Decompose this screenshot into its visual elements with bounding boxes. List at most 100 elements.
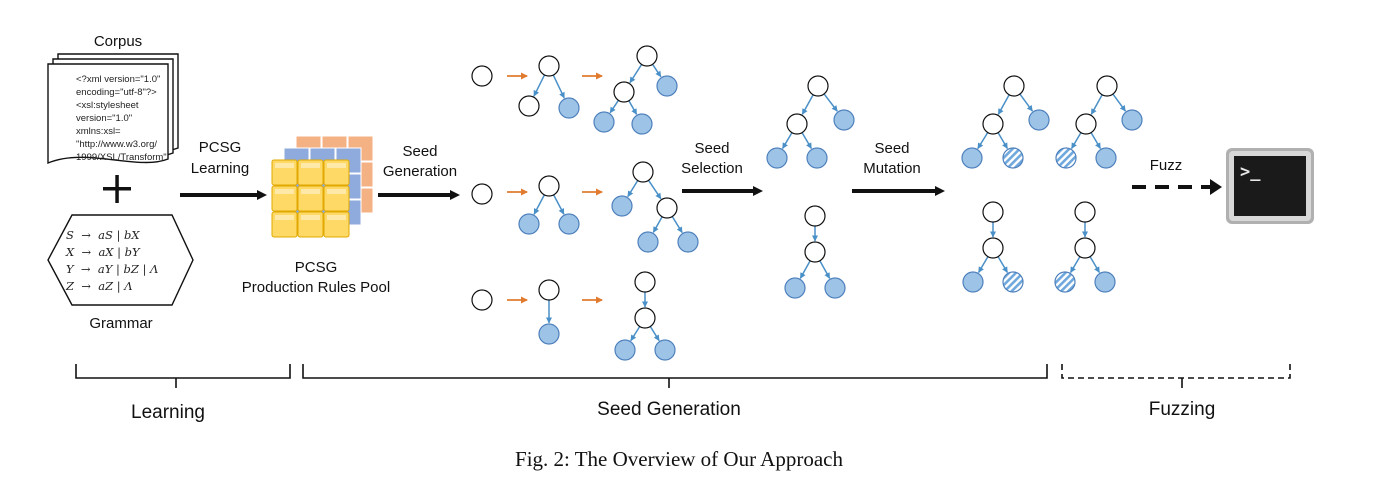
grammar-rule: Y → aY | bZ | Λ — [66, 262, 158, 277]
corpus-line: encoding="utf-8"?> — [76, 87, 157, 98]
corpus-line: "http://www.w3.org/ — [76, 139, 157, 150]
nonterminal-node — [787, 114, 807, 134]
tree-edge — [629, 101, 637, 115]
terminal-node — [657, 76, 677, 96]
grammar-rule: X → aX | bY — [65, 245, 141, 260]
nonterminal-node — [1004, 76, 1024, 96]
terminal-node — [678, 232, 698, 252]
pcsg-learning-label: Learning — [191, 160, 249, 177]
mutated-node — [1003, 148, 1023, 168]
terminal-node — [963, 272, 983, 292]
tree-edge — [824, 94, 837, 111]
nonterminal-node — [983, 202, 1003, 222]
nonterminal-node — [539, 176, 559, 196]
seed-selection-label: Seed — [694, 140, 729, 157]
terminal-node — [612, 196, 632, 216]
terminal-prompt: >_ — [1240, 162, 1261, 182]
tree-edge — [628, 181, 638, 197]
grammar-rule: Z → aZ | Λ — [65, 279, 133, 294]
terminal-node — [594, 112, 614, 132]
rules-pool-cube — [272, 136, 373, 237]
nonterminal-node — [472, 184, 492, 204]
nonterminal-node — [633, 162, 653, 182]
tree-edge — [653, 64, 661, 77]
plus-icon — [103, 175, 131, 203]
grammar-rule: S → aS | bX — [66, 228, 140, 243]
mutated-node — [1055, 272, 1075, 292]
tree-edge — [978, 133, 988, 149]
tree-edge — [630, 64, 642, 82]
tree-edge — [998, 133, 1007, 149]
tree-edge — [649, 180, 661, 199]
seed-mutation-label: Seed — [874, 140, 909, 157]
nonterminal-node — [472, 290, 492, 310]
tree-edge — [1090, 257, 1099, 273]
mutated-node — [1003, 272, 1023, 292]
tree-edge — [631, 326, 640, 340]
corpus-label: Corpus — [94, 33, 142, 50]
terminal-node — [615, 340, 635, 360]
cube-highlight — [275, 215, 294, 220]
nonterminal-node — [1097, 76, 1117, 96]
nonterminal-node — [808, 76, 828, 96]
nonterminal-node — [1075, 202, 1095, 222]
tree-edge — [1071, 257, 1080, 273]
terminal-node — [632, 114, 652, 134]
tree-edge — [1091, 95, 1102, 115]
learning-bracket — [76, 364, 290, 378]
cube-highlight — [301, 215, 320, 220]
seed-trees — [472, 46, 1142, 360]
terminal-node — [785, 278, 805, 298]
tree-edge — [802, 95, 813, 115]
terminal-node — [638, 232, 658, 252]
terminal-node — [539, 324, 559, 344]
tree-edge — [653, 217, 662, 233]
tree-edge — [1020, 94, 1033, 111]
terminal-node — [825, 278, 845, 298]
cube-highlight — [327, 189, 346, 194]
cube-highlight — [275, 189, 294, 194]
phase-seed-generation-label: Seed Generation — [597, 399, 741, 420]
tree-edge — [534, 75, 545, 96]
nonterminal-node — [983, 114, 1003, 134]
terminal-icon: >_ — [1226, 148, 1314, 224]
cube-highlight — [275, 163, 294, 168]
corpus-line: <?xml version="1.0" — [76, 74, 160, 85]
terminal-node — [1122, 110, 1142, 130]
tree-edge — [1091, 133, 1100, 149]
nonterminal-node — [614, 82, 634, 102]
terminal-node — [1096, 148, 1116, 168]
tree-edge — [998, 257, 1007, 273]
tree-edge — [783, 133, 792, 149]
mutated-node — [1056, 148, 1076, 168]
nonterminal-node — [472, 66, 492, 86]
rules-pool-label: PCSG — [295, 259, 338, 276]
nonterminal-node — [805, 242, 825, 262]
seed-generation-bracket — [303, 364, 1047, 378]
nonterminal-node — [539, 280, 559, 300]
tree-edge — [1113, 94, 1126, 111]
corpus-line: xmlns:xsl= — [76, 126, 121, 137]
cube-highlight — [301, 189, 320, 194]
tree-edge — [820, 261, 830, 279]
terminal-node — [559, 214, 579, 234]
seed-mutation-label: Mutation — [863, 160, 921, 177]
terminal-node — [655, 340, 675, 360]
terminal-node — [834, 110, 854, 130]
terminal-node — [519, 214, 539, 234]
nonterminal-node — [519, 96, 539, 116]
tree-edge — [802, 133, 811, 149]
figure-caption: Fig. 2: The Overview of Our Approach — [515, 447, 843, 471]
terminal-node — [962, 148, 982, 168]
terminal-node — [807, 148, 827, 168]
nonterminal-node — [983, 238, 1003, 258]
cube-highlight — [327, 163, 346, 168]
terminal-node — [559, 98, 579, 118]
seed-selection-label: Selection — [681, 160, 743, 177]
tree-edge — [534, 195, 544, 214]
grammar-label: Grammar — [89, 315, 152, 332]
nonterminal-node — [635, 308, 655, 328]
fuzz-arrow-head — [1210, 179, 1222, 195]
nonterminal-node — [635, 272, 655, 292]
